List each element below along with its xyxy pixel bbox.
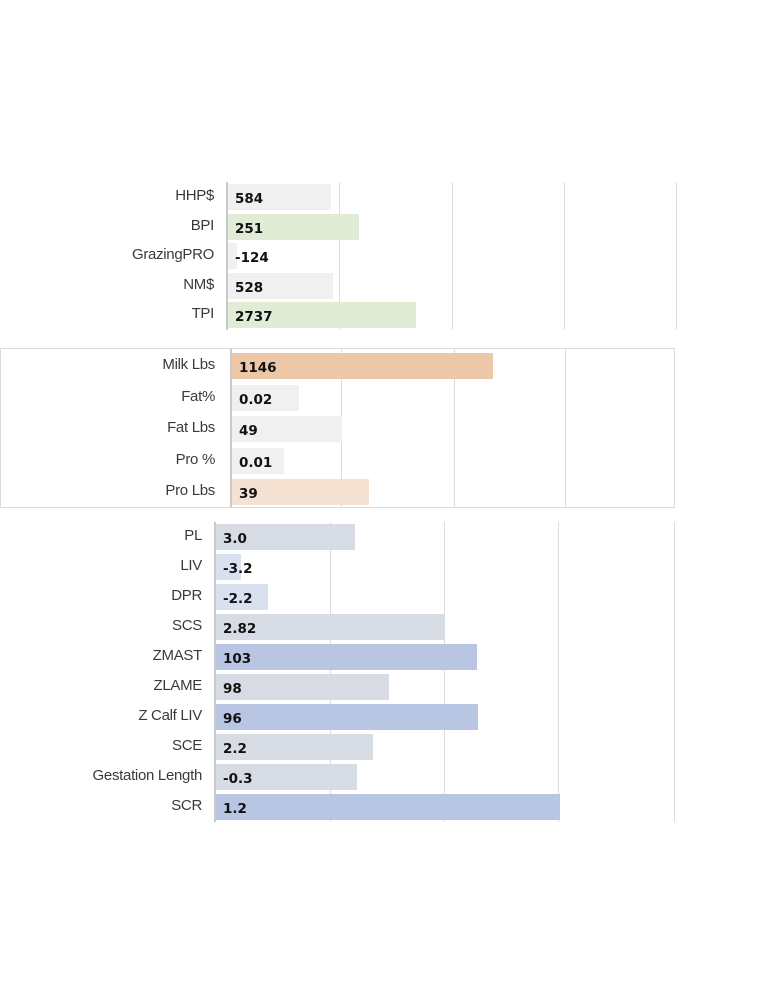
bar (216, 764, 357, 790)
data-label: -2.2 (223, 591, 253, 607)
bar (228, 302, 416, 328)
bar (216, 584, 268, 610)
data-label: 96 (223, 711, 242, 727)
category-label: SCE (172, 737, 202, 754)
gridline (564, 182, 565, 330)
category-label: Z Calf LIV (138, 707, 202, 724)
category-label: ZMAST (152, 647, 203, 664)
data-label: 2.2 (223, 741, 247, 757)
data-label: -124 (235, 250, 269, 266)
category-label: DPR (171, 587, 202, 604)
category-label: Milk Lbs (162, 356, 215, 373)
bar (216, 644, 477, 670)
data-label: 584 (235, 191, 264, 207)
category-label: TPI (191, 305, 215, 322)
gridline (452, 182, 453, 330)
bar (228, 213, 359, 240)
category-label: HHP$ (175, 187, 214, 204)
category-label: SCR (171, 797, 202, 814)
bar (216, 794, 560, 820)
data-label: 1.2 (223, 801, 247, 817)
genomic-index-chart: HHP$ 584 BPI 251 GrazingPRO -124 NM$ 528 TPI 2737 (0, 182, 677, 330)
bar (216, 554, 241, 580)
data-label: 251 (235, 220, 264, 237)
gridline (454, 349, 455, 507)
data-label: 0.02 (239, 391, 273, 408)
category-label: Pro % (175, 450, 216, 468)
bar (216, 734, 373, 760)
data-label: 2737 (235, 309, 273, 325)
category-label: ZLAME (153, 677, 202, 694)
category-label: Gestation Length (92, 767, 203, 784)
data-label: -0.3 (223, 771, 253, 787)
bar (216, 614, 445, 640)
bar (228, 184, 331, 210)
data-label: 528 (235, 279, 264, 296)
category-label: LIV (180, 557, 202, 574)
category-label: SCS (172, 617, 202, 634)
category-label: Fat Lbs (167, 419, 215, 436)
category-label: NM$ (183, 275, 214, 293)
bar (216, 704, 478, 730)
bar (232, 384, 299, 411)
data-label: 103 (223, 651, 252, 667)
category-label: BPI (190, 216, 215, 234)
bar (232, 447, 284, 474)
category-label: Fat% (181, 387, 215, 405)
gridline (676, 182, 677, 330)
data-label: 49 (239, 423, 258, 439)
data-label: 0.01 (239, 454, 273, 471)
category-label: GrazingPRO (131, 246, 214, 263)
gridline (674, 522, 675, 822)
category-axis-line (230, 349, 232, 507)
category-label: PL (184, 527, 202, 544)
bar (216, 524, 355, 550)
gridline (330, 522, 331, 822)
data-label: 2.82 (223, 621, 257, 637)
bar (228, 272, 333, 299)
category-axis-line (214, 522, 216, 822)
category-axis-line (226, 182, 228, 330)
data-label: 39 (239, 486, 258, 502)
bar (232, 416, 342, 442)
bar (216, 674, 389, 700)
data-label: 98 (223, 681, 242, 697)
bar (232, 479, 369, 505)
gridline (339, 182, 340, 330)
bar (232, 353, 493, 379)
gridline (444, 522, 445, 822)
gridline (558, 522, 559, 822)
production-traits-chart: Milk Lbs 1146 Fat% 0.02 Fat Lbs 49 Pro % 0.01 Pr… (0, 348, 675, 508)
bar (228, 243, 237, 269)
health-fertility-traits-chart: PL 3.0 LIV -3.2 DPR -2.2 SCS 2.82 ZMAST 103 ZLAME 9… (0, 522, 675, 822)
category-label: Pro Lbs (165, 482, 215, 499)
data-label: 3.0 (223, 531, 247, 547)
data-label: 1146 (239, 360, 277, 376)
data-label: -3.2 (223, 561, 253, 577)
gridline (565, 349, 566, 507)
